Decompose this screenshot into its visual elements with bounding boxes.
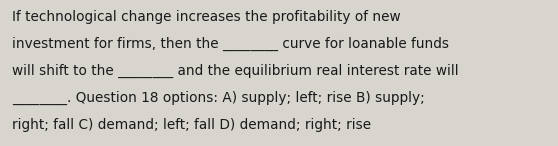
Text: investment for firms, then the ________ curve for loanable funds: investment for firms, then the ________ … <box>12 37 449 51</box>
Text: will shift to the ________ and the equilibrium real interest rate will: will shift to the ________ and the equil… <box>12 64 459 78</box>
Text: ________. Question 18 options: A) supply; left; rise B) supply;: ________. Question 18 options: A) supply… <box>12 91 425 105</box>
Text: right; fall C) demand; left; fall D) demand; right; rise: right; fall C) demand; left; fall D) dem… <box>12 118 372 132</box>
Text: If technological change increases the profitability of new: If technological change increases the pr… <box>12 10 401 24</box>
